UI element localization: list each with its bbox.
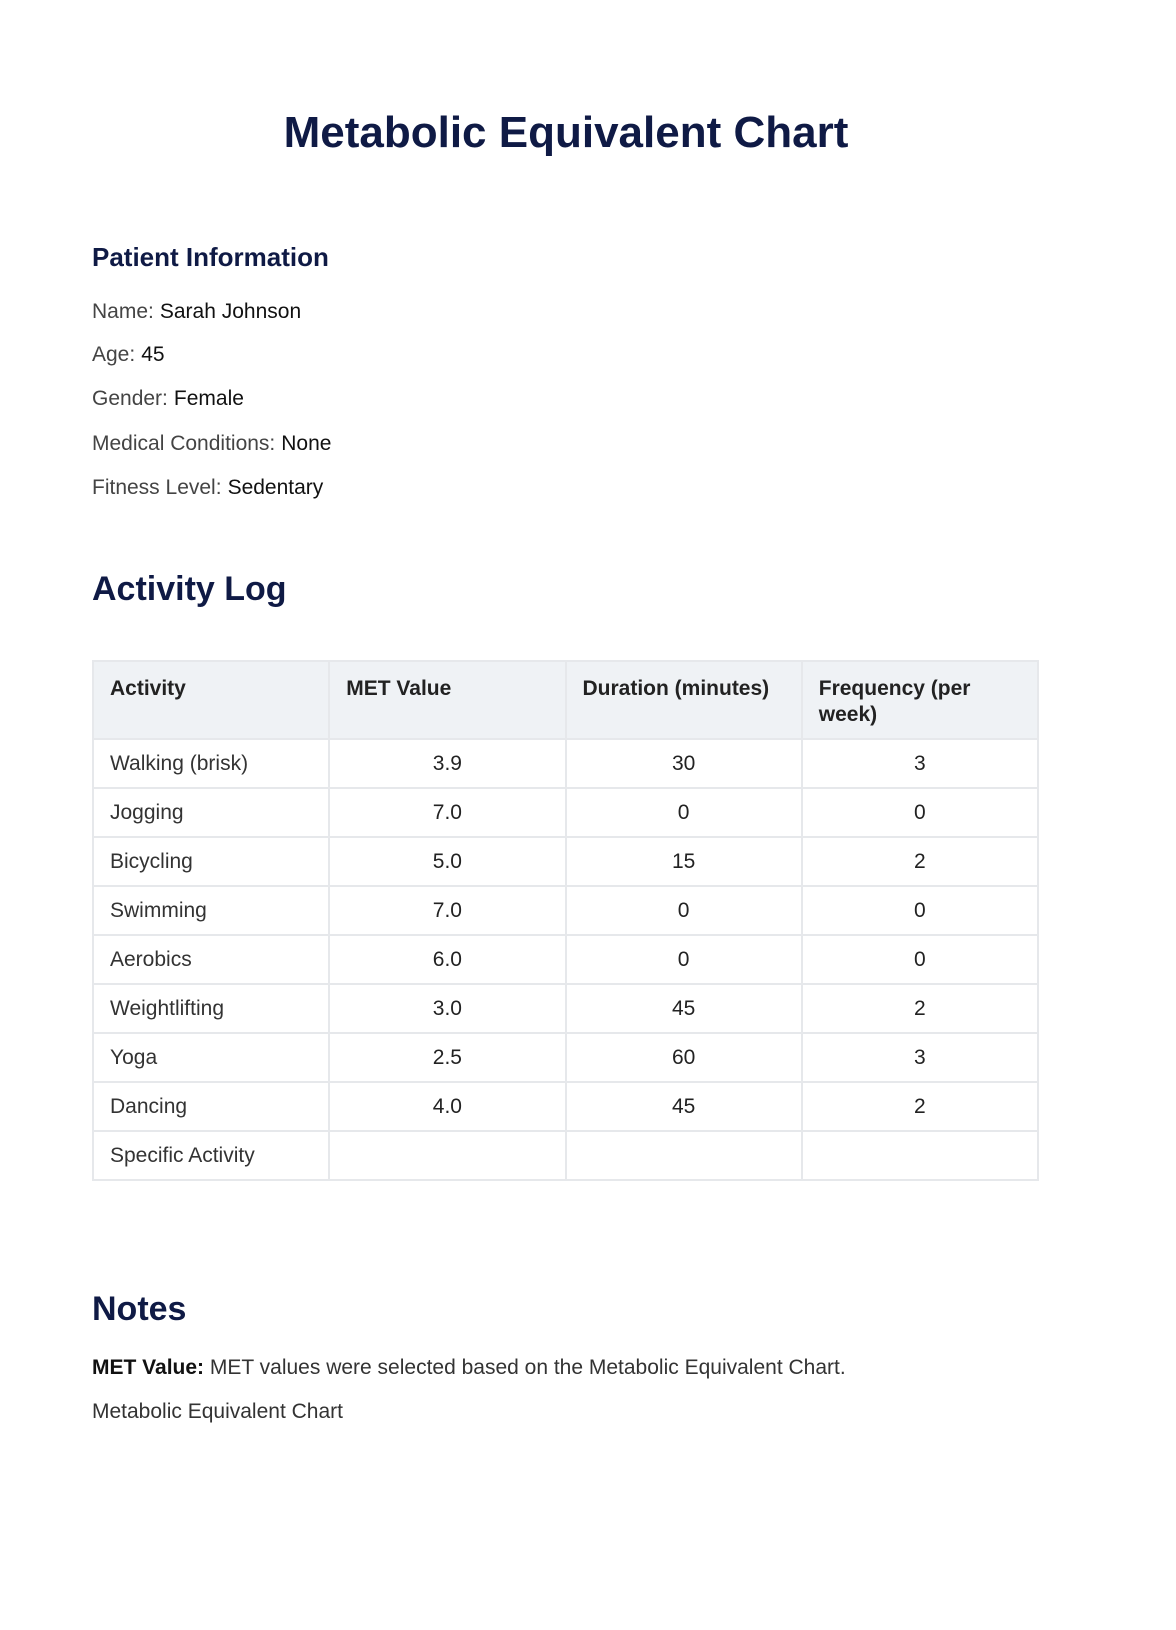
field-value: None (281, 432, 332, 455)
table-row: Walking (brisk) 3.9 30 3 (91, 738, 1040, 789)
field-label: Medical Conditions: (92, 432, 276, 455)
activity-cell: Jogging (91, 787, 331, 838)
table-row: Dancing 4.0 45 2 (91, 1081, 1040, 1132)
column-header: Duration (minutes) (564, 660, 803, 740)
value-cell (328, 1130, 567, 1181)
value-cell: 3 (800, 738, 1040, 789)
notes-footer: Metabolic Equivalent Chart (92, 1400, 343, 1423)
field-value: Sarah Johnson (159, 300, 302, 323)
activity-cell: Walking (brisk) (91, 738, 331, 789)
field-value: Female (173, 387, 244, 410)
field-label: Fitness Level: (92, 476, 222, 499)
value-cell: 0 (800, 885, 1040, 936)
column-header: Frequency (per week) (800, 660, 1040, 740)
field-value: 45 (141, 343, 165, 366)
value-cell: 2 (800, 836, 1040, 887)
value-cell (800, 1130, 1040, 1181)
patient-field: Name: Sarah Johnson (92, 300, 301, 324)
table-row: Jogging 7.0 0 0 (91, 787, 1040, 838)
table-row: Yoga 2.5 60 3 (91, 1032, 1040, 1083)
value-cell: 2 (800, 983, 1040, 1034)
value-cell: 3.0 (328, 983, 567, 1034)
table-row: Specific Activity (91, 1130, 1040, 1181)
column-header: MET Value (328, 660, 567, 740)
value-cell: 60 (564, 1032, 803, 1083)
notes-label: MET Value: (92, 1356, 205, 1379)
patient-field: Fitness Level: Sedentary (92, 476, 323, 500)
activity-cell: Specific Activity (91, 1130, 331, 1181)
notes-body: MET values were selected based on the Me… (209, 1356, 846, 1379)
value-cell: 0 (564, 885, 803, 936)
value-cell: 6.0 (328, 934, 567, 985)
activity-cell: Weightlifting (91, 983, 331, 1034)
activity-cell: Dancing (91, 1081, 331, 1132)
table-header-row: Activity MET Value Duration (minutes) Frequ… (91, 660, 1040, 740)
value-cell: 45 (564, 1081, 803, 1132)
value-cell: 2.5 (328, 1032, 567, 1083)
value-cell (564, 1130, 803, 1181)
value-cell: 7.0 (328, 885, 567, 936)
value-cell: 3.9 (328, 738, 567, 789)
activity-cell: Yoga (91, 1032, 331, 1083)
notes-text: MET Value: MET values were selected base… (92, 1356, 846, 1380)
table-row: Weightlifting 3.0 45 2 (91, 983, 1040, 1034)
value-cell: 0 (564, 787, 803, 838)
value-cell: 0 (564, 934, 803, 985)
page-title: Metabolic Equivalent Chart (283, 108, 849, 157)
value-cell: 0 (800, 787, 1040, 838)
value-cell: 15 (564, 836, 803, 887)
activity-cell: Aerobics (91, 934, 331, 985)
activity-cell: Bicycling (91, 836, 331, 887)
value-cell: 45 (564, 983, 803, 1034)
field-value: Sedentary (227, 476, 324, 499)
table-row: Bicycling 5.0 15 2 (91, 836, 1040, 887)
field-label: Age: (92, 343, 136, 366)
value-cell: 3 (800, 1032, 1040, 1083)
patient-field: Gender: Female (92, 387, 244, 411)
value-cell: 2 (800, 1081, 1040, 1132)
value-cell: 30 (564, 738, 803, 789)
activity-log-heading: Activity Log (92, 570, 287, 608)
patient-info-heading: Patient Information (92, 242, 329, 272)
field-label: Name: (92, 300, 154, 323)
field-label: Gender: (92, 387, 168, 410)
activity-table: Activity MET Value Duration (minutes) Frequ… (91, 660, 1040, 1181)
value-cell: 7.0 (328, 787, 567, 838)
notes-heading: Notes (92, 1290, 187, 1328)
value-cell: 5.0 (328, 836, 567, 887)
column-header: Activity (91, 660, 331, 740)
table-row: Swimming 7.0 0 0 (91, 885, 1040, 936)
patient-field: Age: 45 (92, 343, 165, 367)
value-cell: 4.0 (328, 1081, 567, 1132)
patient-field: Medical Conditions: None (92, 432, 331, 456)
activity-cell: Swimming (91, 885, 331, 936)
value-cell: 0 (800, 934, 1040, 985)
table-row: Aerobics 6.0 0 0 (91, 934, 1040, 985)
